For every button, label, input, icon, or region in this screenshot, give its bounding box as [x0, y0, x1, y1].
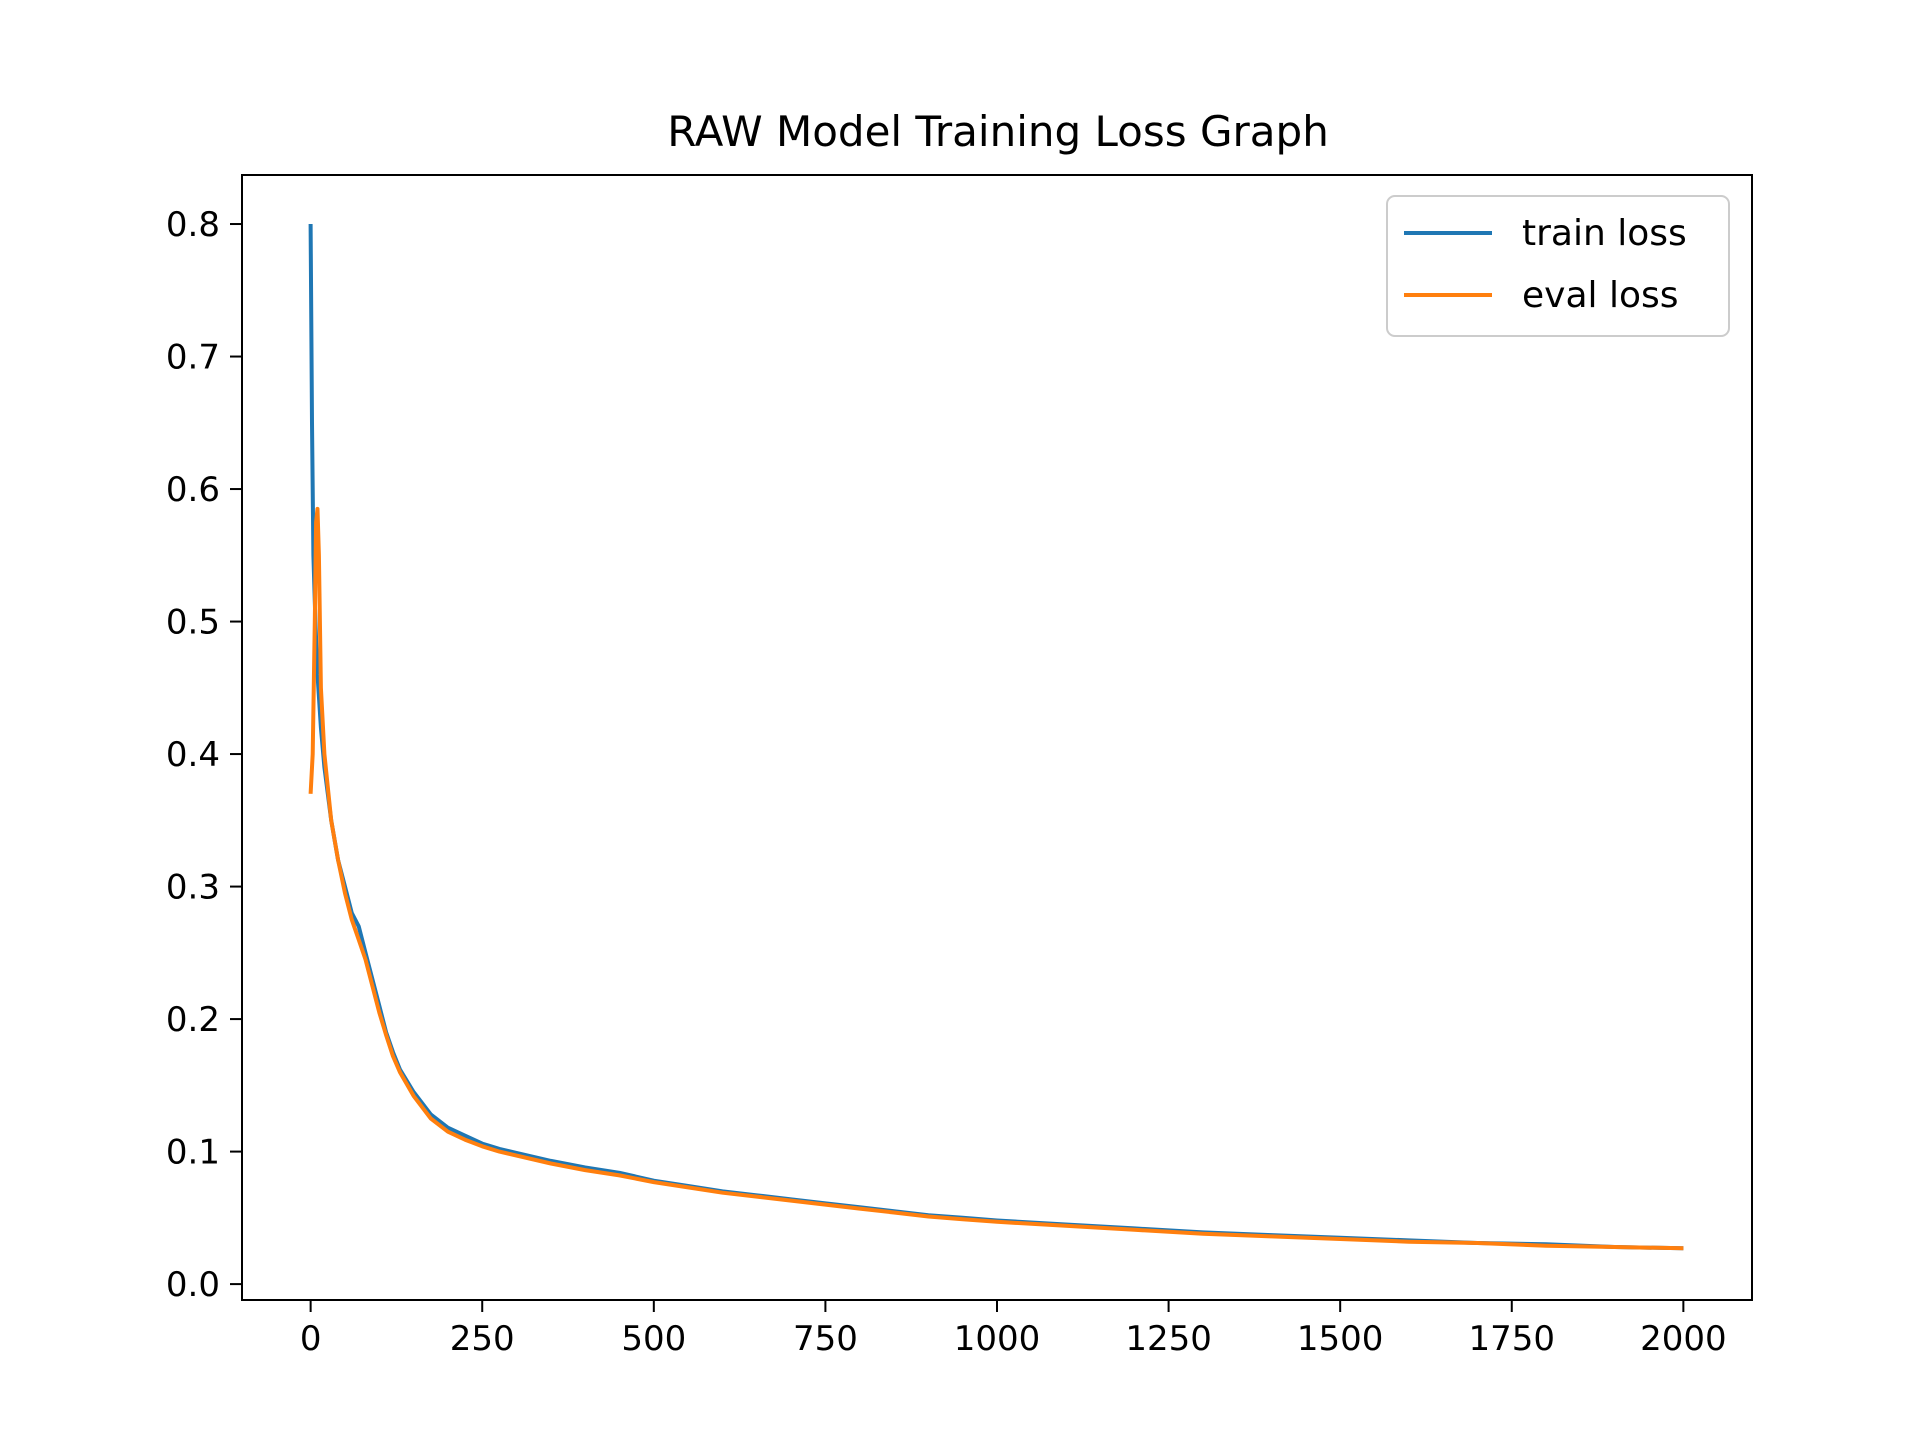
y-tick-label: 0.1: [166, 1133, 220, 1173]
y-tick-label: 0.4: [166, 735, 220, 775]
x-tick-label: 0: [300, 1319, 322, 1359]
x-tick-label: 250: [450, 1319, 515, 1359]
y-tick-label: 0.5: [166, 603, 220, 643]
plot-lines: [308, 223, 1684, 1251]
legend-train-label: train loss: [1522, 213, 1687, 254]
legend: train loss eval loss: [1386, 195, 1730, 337]
series-line-train-loss: [308, 223, 1684, 1251]
legend-eval-label: eval loss: [1522, 275, 1679, 316]
y-axis-ticks: 0.0 0.1 0.2 0.3 0.4 0.5 0.6 0.7 0.8: [166, 205, 242, 1305]
y-tick-label: 0.2: [166, 1000, 220, 1040]
y-tick-label: 0.7: [166, 338, 220, 378]
x-tick-label: 1250: [1125, 1319, 1212, 1359]
series-line-eval-loss: [308, 506, 1684, 1251]
y-tick-label: 0.3: [166, 868, 220, 908]
x-tick-label: 1000: [954, 1319, 1041, 1359]
x-tick-label: 750: [793, 1319, 858, 1359]
x-tick-label: 1500: [1297, 1319, 1384, 1359]
chart-title: RAW Model Training Loss Graph: [667, 107, 1329, 156]
x-tick-label: 500: [621, 1319, 686, 1359]
plot-frame: [241, 174, 1753, 1301]
x-tick-label: 2000: [1640, 1319, 1727, 1359]
x-axis-ticks: 0 250 500 750 1000 1250 1500 1750 2000: [300, 1300, 1727, 1359]
y-tick-label: 0.0: [166, 1265, 220, 1305]
y-tick-label: 0.6: [166, 470, 220, 510]
y-tick-label: 0.8: [166, 205, 220, 245]
x-tick-label: 1750: [1469, 1319, 1556, 1359]
